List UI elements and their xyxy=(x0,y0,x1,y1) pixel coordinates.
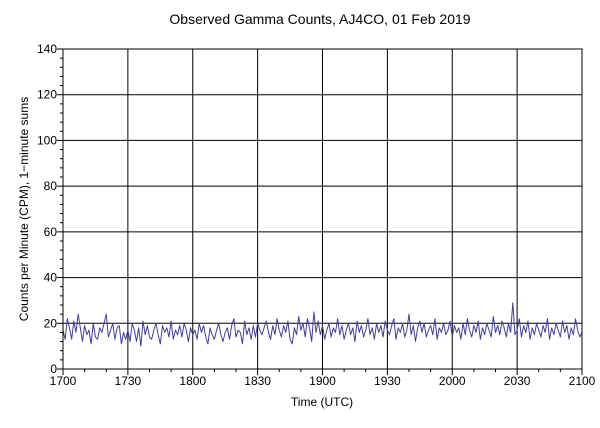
axes: 0 20 40 60 80 100 120 140 1700 1730 1800 1830 1900 19… xyxy=(37,42,596,388)
y-tick-label: 100 xyxy=(37,133,57,147)
y-tick-label: 20 xyxy=(44,316,58,330)
series-layer xyxy=(62,302,583,347)
y-tick-label: 0 xyxy=(50,362,57,376)
x-tick-label: 2030 xyxy=(504,374,531,388)
x-tick-label: 1930 xyxy=(374,374,401,388)
x-tick-label: 2100 xyxy=(569,374,596,388)
y-tick-label: 80 xyxy=(44,179,58,193)
grid xyxy=(63,49,582,369)
x-tick-label: 1700 xyxy=(50,374,77,388)
cpm-series-line xyxy=(62,302,583,347)
x-tick-label: 1730 xyxy=(115,374,142,388)
y-axis-title: Counts per Minute (CPM), 1−minute sums xyxy=(17,97,31,321)
x-tick-label: 1830 xyxy=(244,374,271,388)
y-tick-label: 40 xyxy=(44,271,58,285)
x-tick-label: 1900 xyxy=(309,374,336,388)
y-tick-label: 120 xyxy=(37,88,57,102)
x-axis-title: Time (UTC) xyxy=(291,395,353,409)
y-tick-label: 140 xyxy=(37,42,57,56)
y-tick-label: 60 xyxy=(44,225,58,239)
x-tick-label: 2000 xyxy=(439,374,466,388)
chart-title: Observed Gamma Counts, AJ4CO, 01 Feb 201… xyxy=(169,11,470,27)
x-tick-label: 1800 xyxy=(179,374,206,388)
